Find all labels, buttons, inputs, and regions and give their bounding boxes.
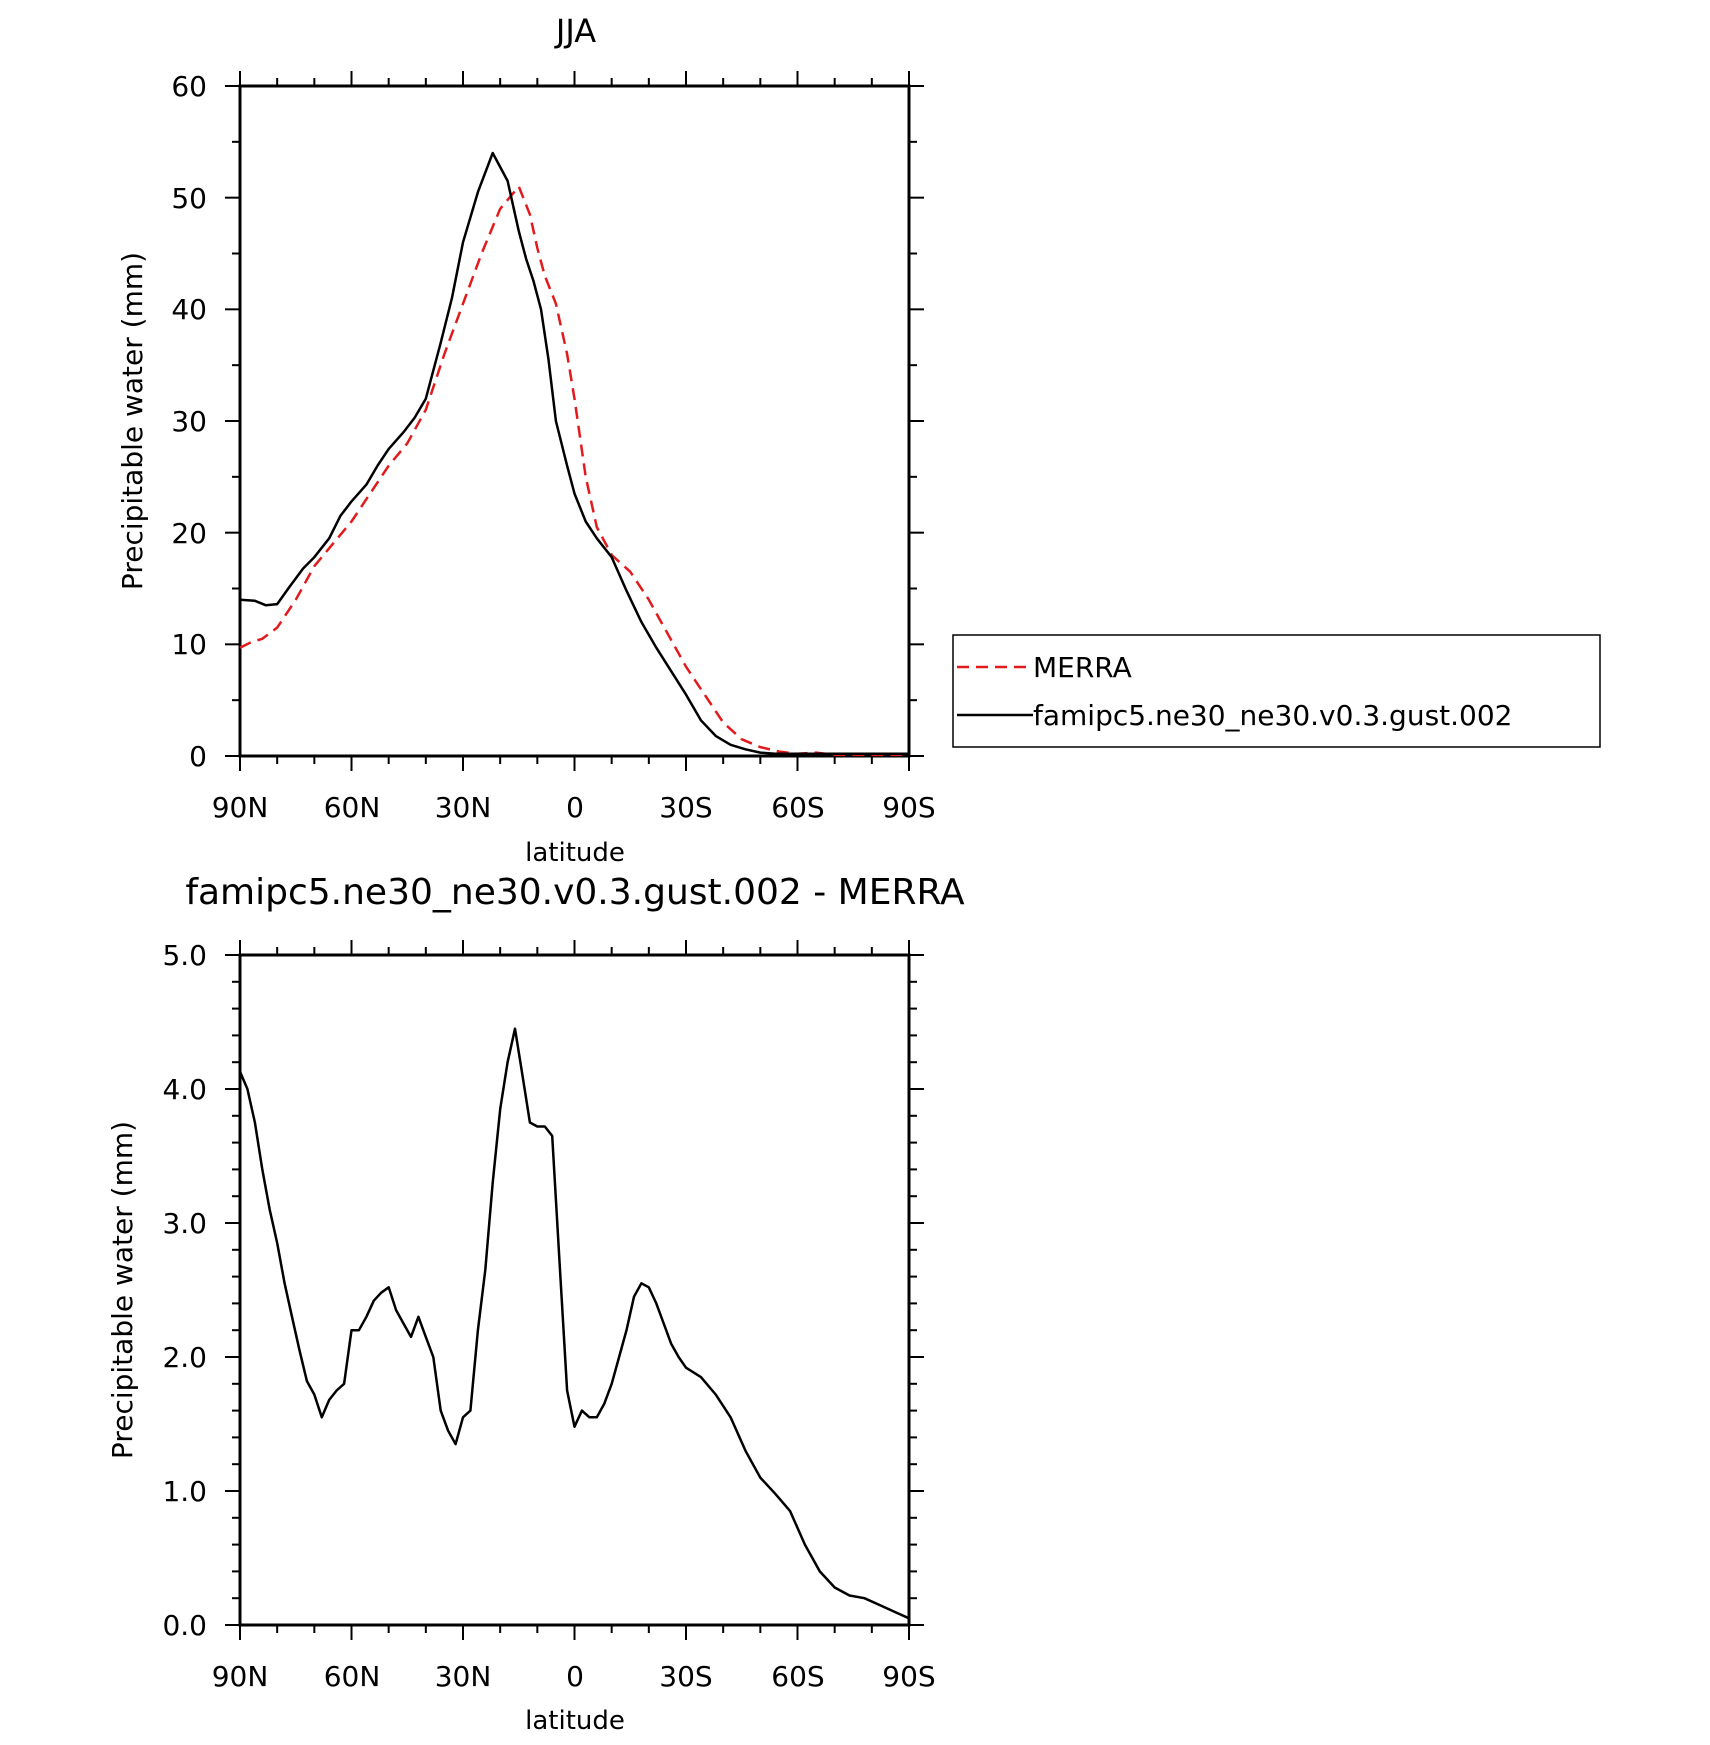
- y-tick-label: 30: [171, 405, 207, 438]
- y-tick-label: 10: [171, 628, 207, 661]
- y-tick-label: 5.0: [162, 939, 207, 972]
- y-tick-label: 3.0: [162, 1207, 207, 1240]
- top-chart-series-line-1: [239, 151, 909, 756]
- top-chart-series-line-0: [239, 185, 909, 757]
- y-tick-label: 0: [189, 740, 207, 773]
- x-tick-label: 90S: [882, 791, 935, 824]
- x-tick-label: 30S: [659, 1660, 712, 1693]
- x-tick-label: 60S: [771, 1660, 824, 1693]
- x-tick-label: 90S: [882, 1660, 935, 1693]
- x-tick-label: 90N: [212, 1660, 269, 1693]
- top-chart-title: JJA: [554, 12, 596, 50]
- y-tick-label: 1.0: [162, 1475, 207, 1508]
- bottom-chart: famipc5.ne30_ne30.v0.3.gust.002 - MERRA …: [106, 872, 965, 1736]
- bottom-chart-y-axis-label: Precipitable water (mm): [106, 1121, 139, 1459]
- top-chart-plot-frame: [238, 84, 911, 758]
- y-tick-label: 50: [171, 182, 207, 215]
- x-tick-label: 30S: [659, 791, 712, 824]
- legend-label-model: famipc5.ne30_ne30.v0.3.gust.002: [1033, 699, 1513, 732]
- bottom-chart-x-axis-label: latitude: [525, 1706, 625, 1736]
- legend-box: [952, 634, 1601, 748]
- bottom-chart-ticks: [225, 940, 924, 1640]
- top-chart-legend: MERRA famipc5.ne30_ne30.v0.3.gust.002: [952, 634, 1601, 748]
- bottom-chart-title: famipc5.ne30_ne30.v0.3.gust.002 - MERRA: [185, 872, 965, 913]
- bottom-chart-x-tick-labels: 90N 60N 30N 0 30S 60S 90S: [212, 1660, 936, 1693]
- top-chart-x-tick-labels: 90N 60N 30N 0 30S 60S 90S: [212, 791, 936, 824]
- x-tick-label: 60S: [771, 791, 824, 824]
- x-tick-label: 0: [566, 1660, 584, 1693]
- y-tick-label: 60: [171, 70, 207, 103]
- top-chart-ticks: [225, 71, 924, 771]
- x-tick-label: 0: [566, 791, 584, 824]
- top-chart-series: [239, 151, 909, 757]
- x-tick-label: 60N: [324, 1660, 381, 1693]
- bottom-chart-plot-frame: [238, 953, 911, 1627]
- top-chart: JJA 0 10 20 30 40 50 60 90N 60N 30N 0 30…: [116, 12, 1601, 868]
- x-tick-label: 30N: [435, 791, 492, 824]
- x-tick-label: 60N: [324, 791, 381, 824]
- x-tick-label: 90N: [212, 791, 269, 824]
- bottom-chart-series-line-0: [238, 1027, 910, 1620]
- top-chart-y-axis-label: Precipitable water (mm): [116, 252, 149, 590]
- y-tick-label: 2.0: [162, 1341, 207, 1374]
- y-tick-label: 4.0: [162, 1073, 207, 1106]
- top-chart-y-tick-labels: 0 10 20 30 40 50 60: [171, 70, 207, 773]
- y-tick-label: 0.0: [162, 1609, 207, 1642]
- bottom-chart-series: [238, 1027, 910, 1620]
- y-tick-label: 40: [171, 293, 207, 326]
- x-tick-label: 30N: [435, 1660, 492, 1693]
- y-tick-label: 20: [171, 517, 207, 550]
- bottom-chart-y-tick-labels: 0.0 1.0 2.0 3.0 4.0 5.0: [162, 939, 207, 1642]
- legend-label-merra: MERRA: [1033, 651, 1132, 684]
- top-chart-x-axis-label: latitude: [525, 838, 625, 868]
